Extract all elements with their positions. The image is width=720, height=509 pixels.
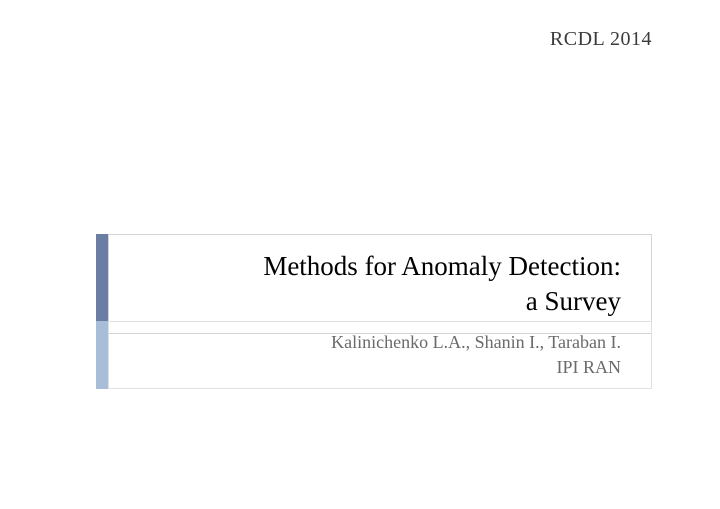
affiliation-text: IPI RAN [129, 355, 621, 380]
subtitle-block: Kalinichenko L.A., Shanin I., Taraban I.… [96, 321, 652, 389]
title-line-1: Methods for Anomaly Detection: [129, 249, 621, 284]
title-box: Methods for Anomaly Detection: a Survey [108, 234, 652, 334]
conference-label: RCDL 2014 [550, 28, 652, 51]
title-block: Methods for Anomaly Detection: a Survey [96, 234, 652, 334]
authors-text: Kalinichenko L.A., Shanin I., Taraban I. [129, 330, 621, 355]
title-line-2: a Survey [129, 284, 621, 319]
title-accent-bar [96, 234, 108, 334]
subtitle-accent-bar [96, 321, 108, 389]
subtitle-box: Kalinichenko L.A., Shanin I., Taraban I.… [108, 321, 652, 389]
